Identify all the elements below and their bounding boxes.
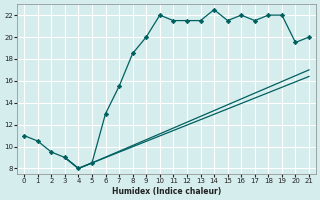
X-axis label: Humidex (Indice chaleur): Humidex (Indice chaleur) — [112, 187, 221, 196]
